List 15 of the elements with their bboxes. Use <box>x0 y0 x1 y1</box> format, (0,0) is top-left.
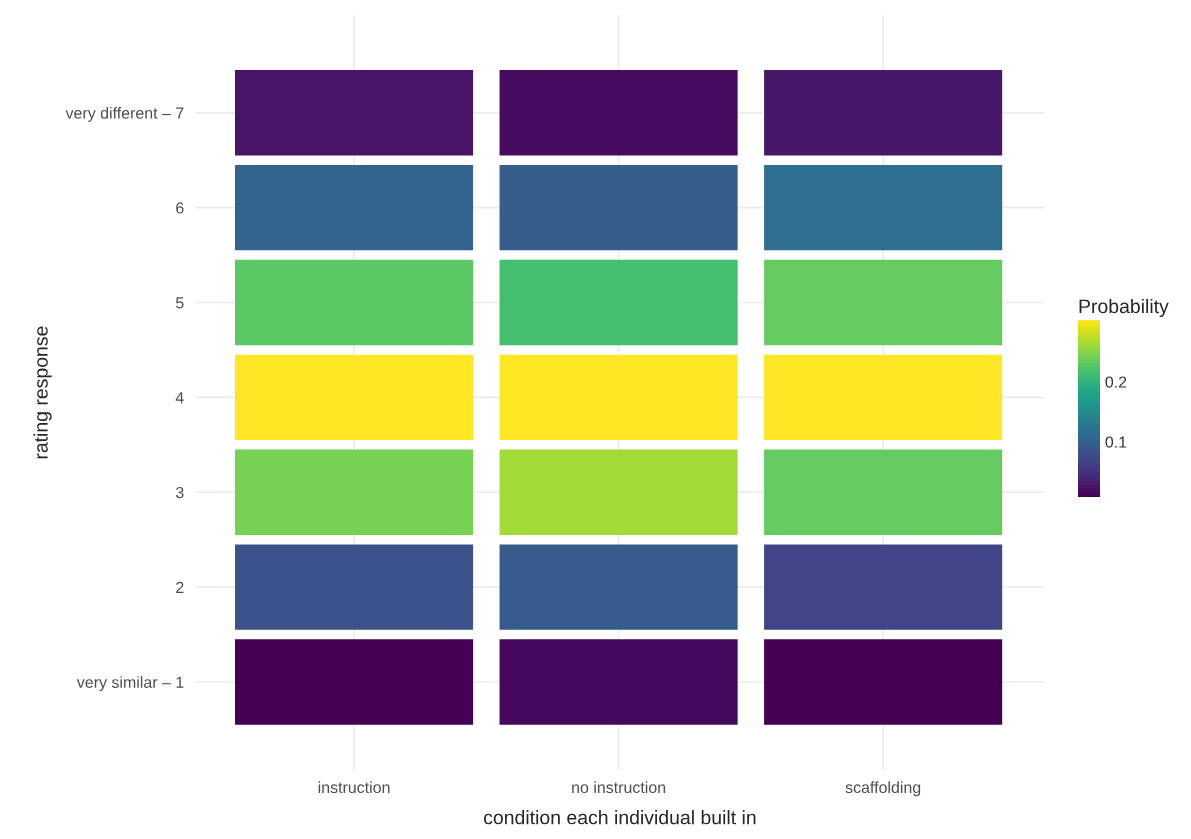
x-tick-label: instruction <box>318 781 390 794</box>
y-tick-label: 2 <box>176 581 184 593</box>
y-tick-label: 5 <box>175 297 184 309</box>
x-axis-title: condition each individual built in <box>484 810 756 825</box>
x-tick-label: no instruction <box>572 781 666 794</box>
y-tick-label: 4 <box>175 392 184 404</box>
y-tick-label: very similar – 1 <box>76 676 184 692</box>
y-tick-label: very different – 7 <box>65 107 184 122</box>
color-bar-label: 0.1 <box>1105 436 1127 448</box>
y-tick-label: 3 <box>175 486 184 499</box>
color-bar-label: 0.2 <box>1105 376 1127 388</box>
x-tick-label: scaffolding <box>845 781 921 797</box>
color-bar-title: Probability <box>1079 298 1169 318</box>
y-tick-label: 6 <box>176 202 184 214</box>
y-axis-title: rating response <box>33 326 52 459</box>
